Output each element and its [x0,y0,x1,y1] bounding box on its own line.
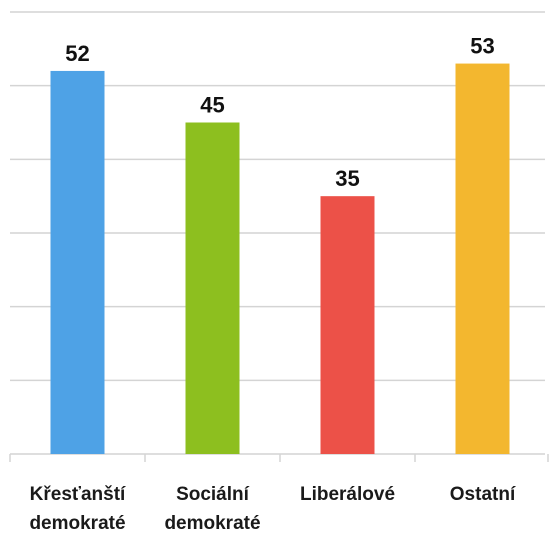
bar [185,122,240,454]
x-tick-label: Sociální demokraté [164,484,261,534]
x-tick-label: Křesťanští demokraté [29,484,126,534]
bar [50,70,105,454]
x-tick-label: Ostatní [449,484,516,505]
x-tick-label: Liberálové [299,484,396,505]
data-label: 53 [470,34,494,59]
bar [455,63,510,455]
data-label: 35 [335,166,359,191]
data-label: 52 [65,41,89,66]
data-label: 45 [200,93,224,118]
bar [320,196,375,454]
